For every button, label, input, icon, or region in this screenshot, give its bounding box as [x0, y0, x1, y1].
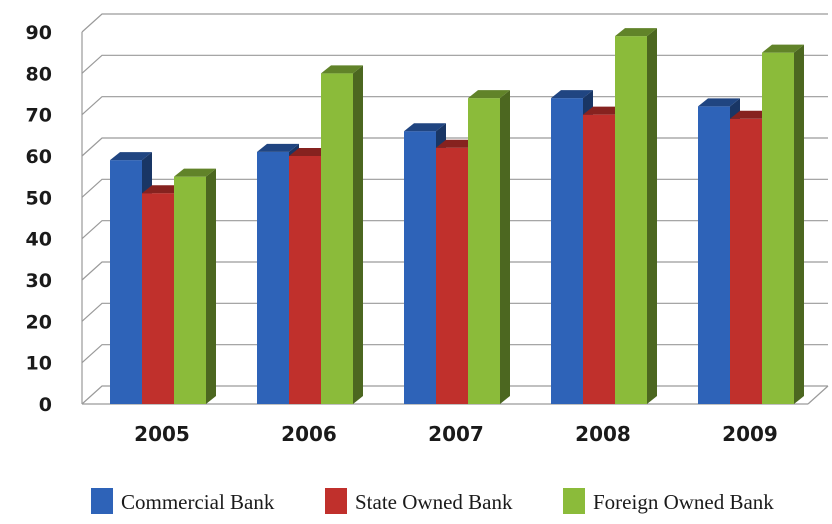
bar-top [110, 152, 152, 161]
gridline [81, 54, 828, 74]
bar-side [794, 44, 804, 405]
bar-top [583, 106, 625, 115]
legend-swatch [325, 488, 347, 514]
y-tick-label: 90 [26, 22, 52, 44]
y-tick-label: 30 [26, 270, 52, 292]
x-tick-label: 2006 [281, 422, 337, 446]
bar-side [500, 90, 510, 404]
bar-front [583, 114, 615, 405]
x-tick-label: 2007 [428, 422, 484, 446]
x-tick-label: 2008 [575, 422, 631, 446]
bar-top [762, 44, 804, 53]
bar-top [142, 185, 184, 194]
x-axis: 2005 2006 2007 2008 2009 [134, 422, 778, 446]
bar-top [698, 98, 740, 107]
legend-label: Foreign Owned Bank [593, 490, 774, 514]
y-axis: 0 10 20 30 40 50 60 70 80 90 [26, 22, 52, 416]
y-tick-label: 40 [26, 229, 52, 251]
bar-front [174, 176, 206, 404]
bar-front [110, 160, 142, 404]
bar-front [436, 147, 468, 404]
gridline [81, 13, 828, 33]
legend-item: State Owned Bank [325, 488, 513, 514]
bar-top [257, 143, 299, 152]
x-tick-label: 2009 [722, 422, 778, 446]
y-tick-label: 70 [26, 105, 52, 127]
legend-label: State Owned Bank [355, 490, 513, 514]
x-tick-label: 2005 [134, 422, 190, 446]
legend-item: Foreign Owned Bank [563, 488, 774, 514]
bar-top [551, 90, 593, 99]
bar-side [353, 65, 363, 404]
bar-front [404, 131, 436, 404]
y-tick-label: 10 [26, 353, 52, 375]
bar-top [404, 123, 446, 132]
y-tick-label: 60 [26, 146, 52, 168]
y-tick-label: 20 [26, 311, 52, 333]
bar-top [468, 90, 510, 99]
bar-front [468, 98, 500, 404]
bar-front [321, 73, 353, 404]
legend: Commercial Bank State Owned Bank Foreign O… [91, 488, 774, 514]
bar-2008-2 [615, 28, 657, 405]
bar-front [142, 193, 174, 404]
legend-item: Commercial Bank [91, 488, 275, 514]
bars [110, 28, 804, 405]
legend-swatch [563, 488, 585, 514]
bar-top [321, 65, 363, 74]
bar-2005-2 [174, 168, 216, 404]
bar-front [289, 156, 321, 404]
bar-side [647, 28, 657, 405]
legend-swatch [91, 488, 113, 514]
bar-top [615, 28, 657, 37]
bar-side [206, 168, 216, 404]
bar-top [289, 148, 331, 156]
bar-2009-2 [762, 44, 804, 405]
bar-front [551, 98, 583, 404]
bar-front [762, 52, 794, 405]
y-tick-label: 50 [26, 187, 52, 209]
bar-front [698, 106, 730, 405]
legend-label: Commercial Bank [121, 490, 275, 514]
bar-top [730, 110, 772, 119]
bar-2006-2 [321, 65, 363, 404]
bar-front [615, 36, 647, 405]
bar-2007-2 [468, 90, 510, 404]
y-tick-label: 0 [39, 394, 52, 416]
bar-top [174, 168, 216, 177]
bar-front [730, 118, 762, 405]
floor-edge [807, 385, 829, 405]
bar-front [257, 151, 289, 404]
y-tick-label: 80 [26, 63, 52, 85]
bar-top [436, 139, 478, 148]
